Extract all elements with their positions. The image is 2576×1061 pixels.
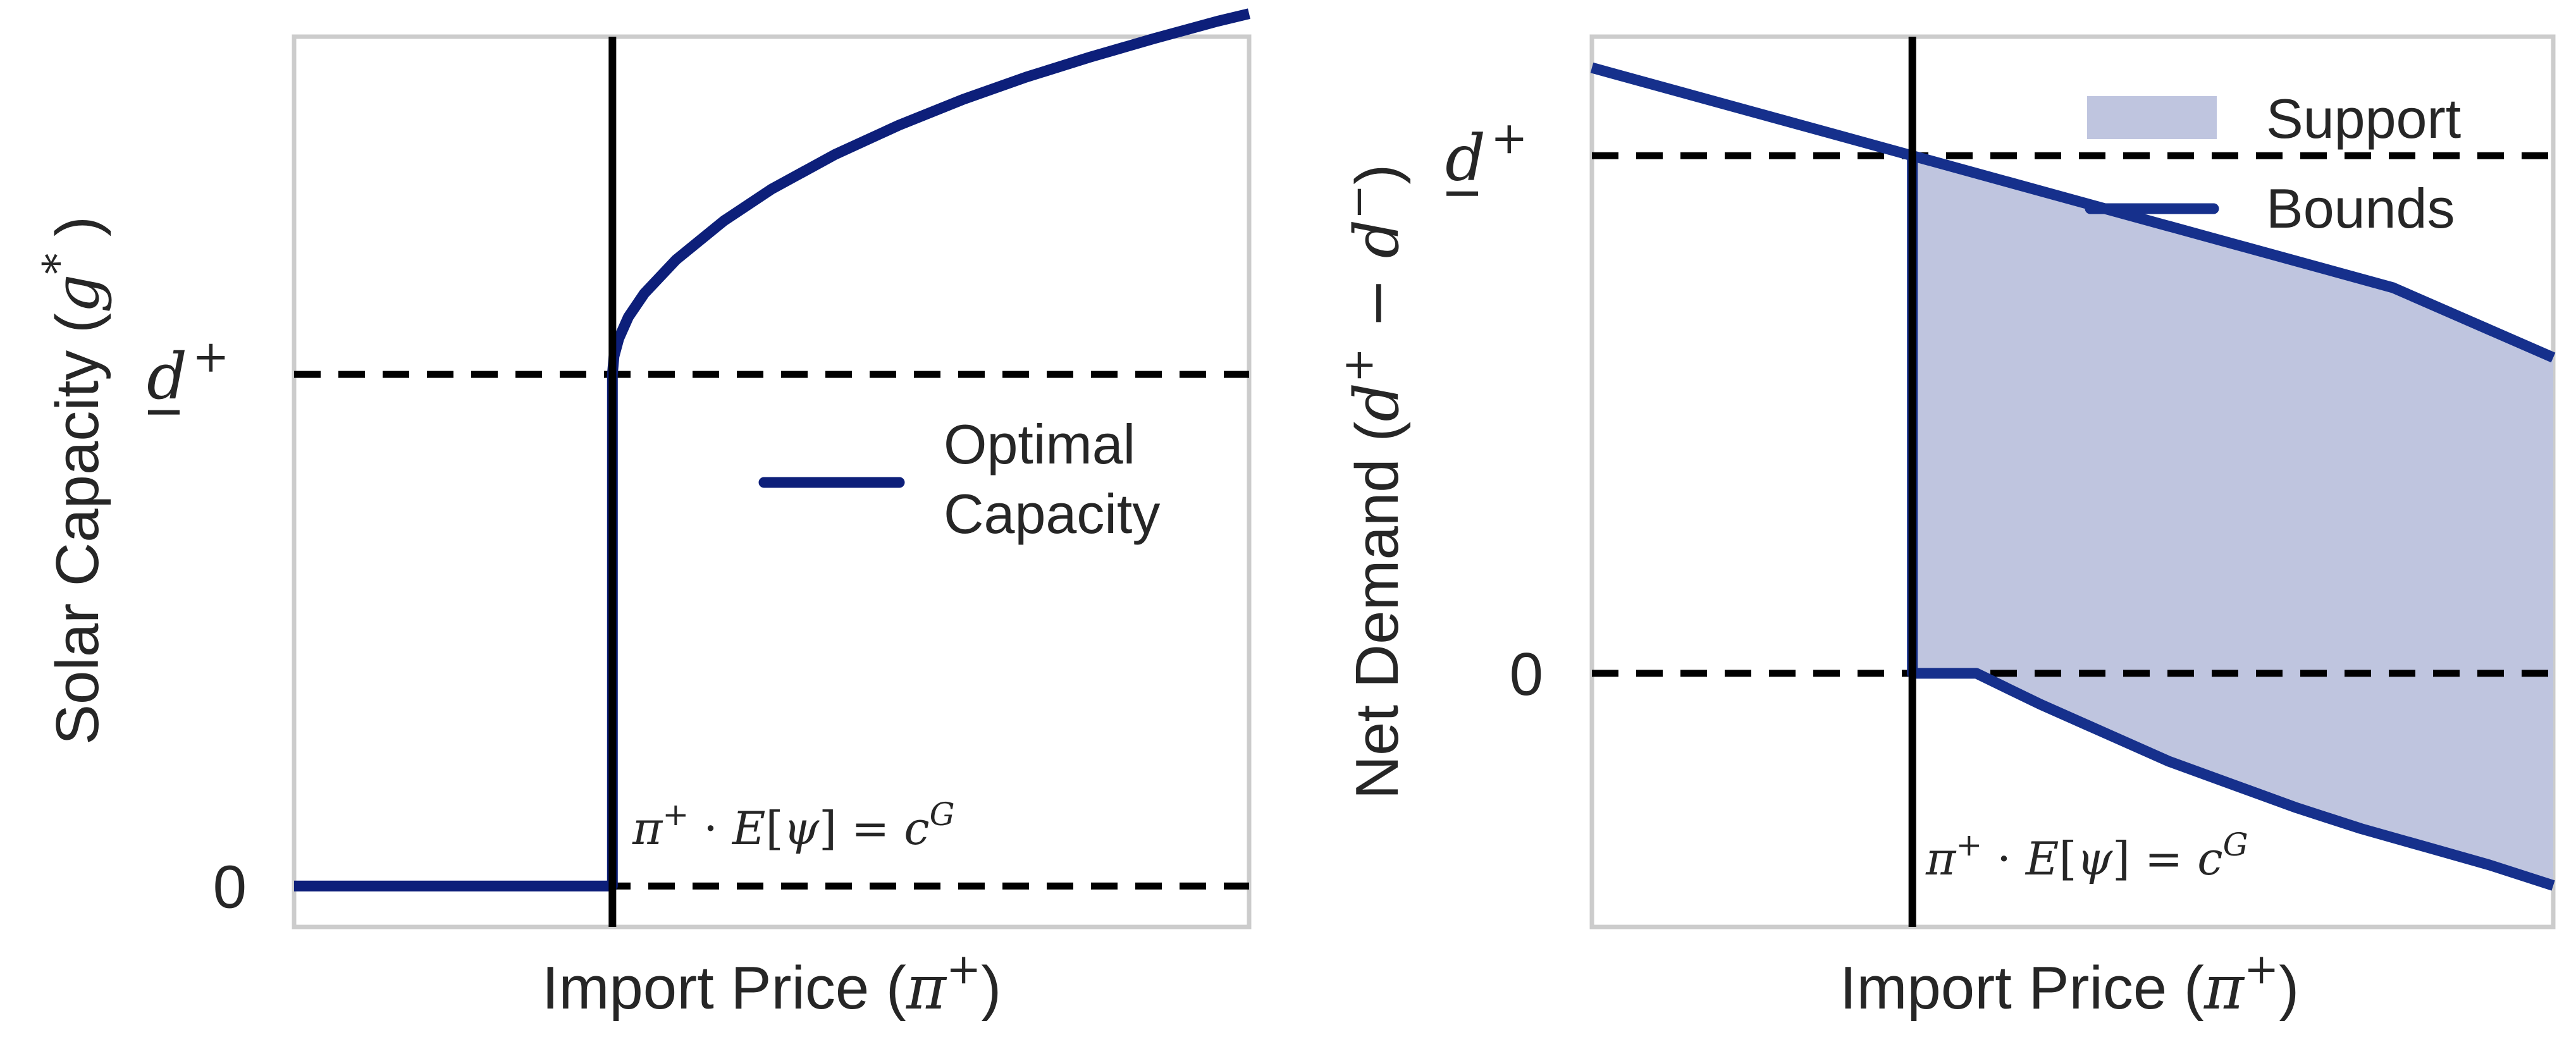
right-legend-support-swatch xyxy=(2087,96,2217,139)
left-xlabel: Import Price (π+) xyxy=(542,945,1001,1023)
left-ytick-dplus-sup: + xyxy=(192,331,230,383)
left-plot-frame xyxy=(292,34,1252,929)
right-upper-bound xyxy=(1590,62,2556,363)
left-legend-label-line1: Optimal xyxy=(944,413,1135,475)
right-ytick-dplus-sup: + xyxy=(1491,112,1528,164)
right-panel: 0 d + Net Demand (d+ − d−) Import Price … xyxy=(1334,34,2556,1023)
left-ytick-dplus-d: d xyxy=(147,340,187,414)
left-ytick-dplus: d + xyxy=(147,331,230,415)
right-ytick-zero: 0 xyxy=(1510,641,1543,708)
left-ytick-zero: 0 xyxy=(213,853,247,921)
right-legend-support-label: Support xyxy=(2266,87,2461,150)
right-support-area xyxy=(1912,156,2553,886)
left-panel: 0 d + Solar Capacity (g* ) Import Price … xyxy=(34,8,1252,1023)
right-xlabel: Import Price (π+) xyxy=(1840,945,2299,1023)
left-ylabel: Solar Capacity (g* ) xyxy=(34,216,113,745)
right-ylabel: Net Demand (d+ − d−) xyxy=(1334,164,1412,800)
right-lower-bound xyxy=(1907,156,2555,891)
left-legend-label-line2: Capacity xyxy=(944,482,1160,545)
right-annotation: π+ · E[ψ] = cG xyxy=(1925,826,2248,885)
right-ytick-dplus: d + xyxy=(1445,112,1528,196)
right-ytick-dplus-d: d xyxy=(1445,121,1486,195)
left-legend: Optimal Capacity xyxy=(758,413,1160,545)
right-legend-bounds-label: Bounds xyxy=(2266,177,2455,240)
left-annotation: π+ · E[ψ] = cG xyxy=(632,796,955,855)
right-legend: Support Bounds xyxy=(2085,87,2461,240)
